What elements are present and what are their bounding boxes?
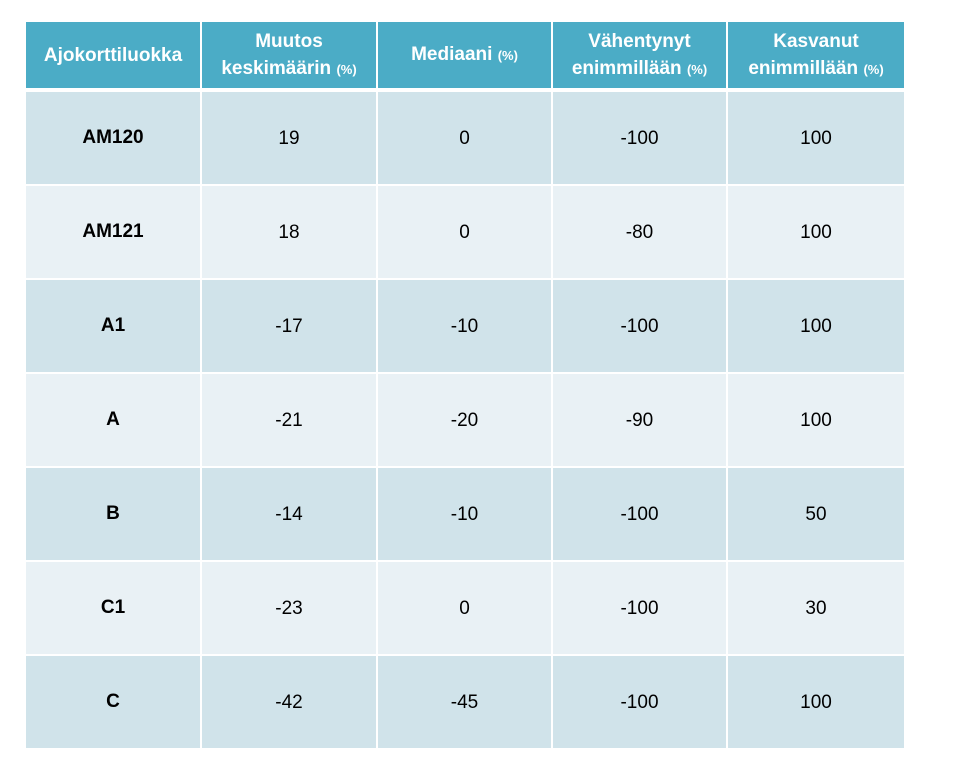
cell-value: -90 [625,410,654,431]
cell-value: -100 [620,598,659,619]
header-label: Kasvanut enimmillään [748,30,859,79]
cell-vahentynyt: -100 [553,468,728,562]
cell-value: -14 [275,504,303,525]
cell-value: -23 [275,598,303,619]
cell-vahentynyt: -80 [553,186,728,280]
cell-mediaani: -45 [378,656,553,748]
cell-muutos: -17 [202,280,378,374]
table-header-row: Ajokorttiluokka Muutos keskimäärin (%) Me… [26,22,904,92]
cell-value: 100 [800,692,832,713]
header-label: Muutos keskimäärin [221,30,332,79]
cell-value: 100 [800,316,832,337]
header-ajokorttiluokka: Ajokorttiluokka [26,22,202,92]
table-row: C -42 -45 -100 100 [26,656,904,748]
cell-value: -10 [450,316,479,337]
cell-vahentynyt: -100 [553,656,728,748]
cell-value: 50 [805,504,827,525]
cell-kasvanut: 100 [728,656,904,748]
header-muutos-keskimaarin: Muutos keskimäärin (%) [202,22,378,92]
cell-vahentynyt: -100 [553,92,728,186]
header-unit: (%) [497,48,518,63]
header-label: Mediaani [411,44,493,65]
cell-vahentynyt: -100 [553,280,728,374]
cell-kasvanut: 100 [728,280,904,374]
cell-mediaani: -20 [378,374,553,468]
cell-luokka: A [26,374,202,468]
cell-value: -42 [275,692,303,713]
header-unit: (%) [686,61,708,77]
header-label: Ajokorttiluokka [43,44,183,66]
cell-value: 100 [800,128,832,149]
cell-kasvanut: 50 [728,468,904,562]
cell-vahentynyt: -90 [553,374,728,468]
cell-value: -80 [625,222,654,243]
cell-value: -17 [275,316,303,337]
cell-value: 100 [800,222,832,243]
header-mediaani: Mediaani (%) [378,22,553,92]
cell-value: -21 [275,410,303,431]
table-row: C1 -23 0 -100 30 [26,562,904,656]
cell-mediaani: -10 [378,280,553,374]
cell-value: -20 [450,410,479,431]
cell-value: 19 [278,128,300,149]
cell-value: -100 [620,504,659,525]
driving-license-table: Ajokorttiluokka Muutos keskimäärin (%) Me… [26,22,904,748]
cell-value: -100 [620,692,659,713]
header-unit: (%) [336,61,357,77]
cell-value: -10 [450,504,479,525]
cell-muutos: -21 [202,374,378,468]
cell-luokka: C [26,656,202,748]
cell-muutos: -14 [202,468,378,562]
table-row: AM120 19 0 -100 100 [26,92,904,186]
cell-mediaani: 0 [378,92,553,186]
cell-value: 100 [800,410,832,431]
cell-kasvanut: 100 [728,186,904,280]
cell-value: -45 [450,692,479,713]
cell-value: 30 [805,598,827,619]
cell-mediaani: 0 [378,186,553,280]
header-label: Vähentynyt enimmillään [571,30,691,79]
header-kasvanut-enimmillaan: Kasvanut enimmillään (%) [728,22,904,92]
cell-muutos: -23 [202,562,378,656]
cell-kasvanut: 100 [728,92,904,186]
table-row: AM121 18 0 -80 100 [26,186,904,280]
cell-mediaani: -10 [378,468,553,562]
cell-value: 0 [459,598,470,619]
cell-mediaani: 0 [378,562,553,656]
cell-value: 0 [459,128,470,149]
cell-kasvanut: 100 [728,374,904,468]
cell-value: -100 [620,316,659,337]
cell-value: -100 [620,128,659,149]
table-row: A -21 -20 -90 100 [26,374,904,468]
cell-muutos: -42 [202,656,378,748]
header-unit: (%) [863,61,884,77]
cell-vahentynyt: -100 [553,562,728,656]
cell-muutos: 18 [202,186,378,280]
cell-muutos: 19 [202,92,378,186]
cell-luokka: AM121 [26,186,202,280]
cell-luokka: C1 [26,562,202,656]
table-row: B -14 -10 -100 50 [26,468,904,562]
cell-luokka: AM120 [26,92,202,186]
cell-value: 18 [278,222,300,243]
header-vahentynyt-enimmillaan: Vähentynyt enimmillään (%) [553,22,728,92]
cell-luokka: B [26,468,202,562]
table-row: A1 -17 -10 -100 100 [26,280,904,374]
cell-kasvanut: 30 [728,562,904,656]
cell-luokka: A1 [26,280,202,374]
cell-value: 0 [459,222,470,243]
